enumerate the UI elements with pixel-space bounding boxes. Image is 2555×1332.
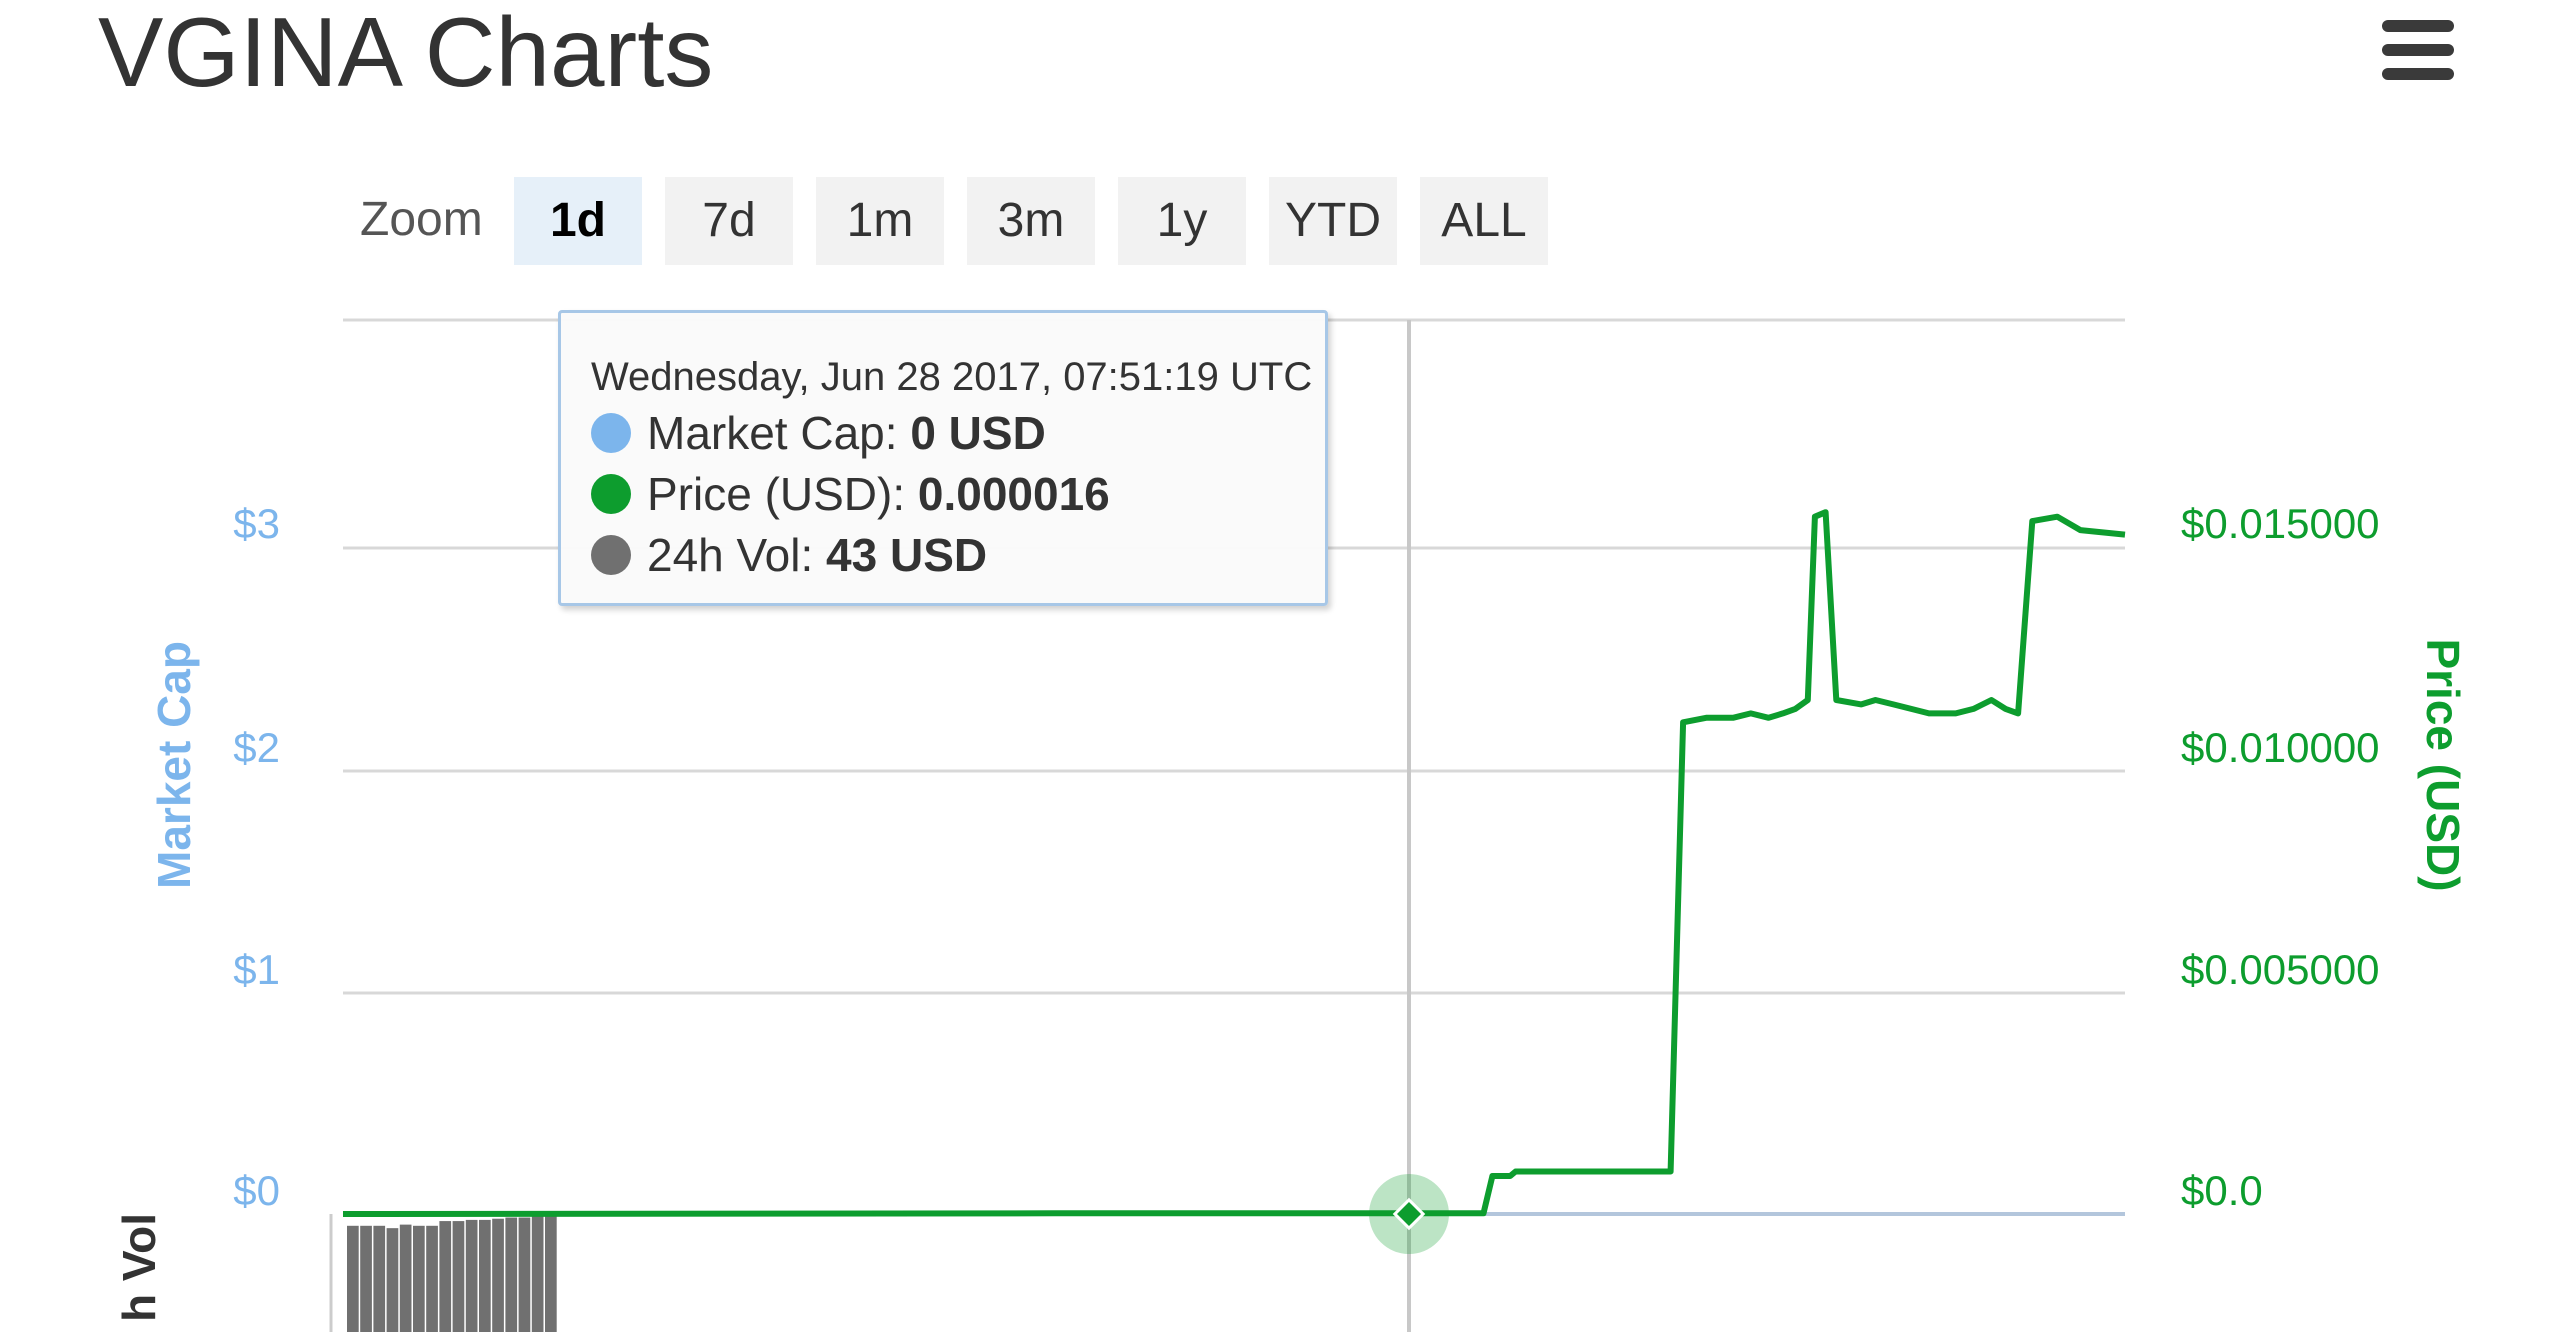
tooltip-row-price: Price (USD): 0.000016 xyxy=(591,464,1295,525)
right-tick-015: $0.015000 xyxy=(2181,500,2380,547)
volume-bars xyxy=(347,1215,557,1332)
volume-dot-icon xyxy=(591,535,631,575)
zoom-button-1d[interactable]: 1d xyxy=(514,177,642,265)
volume-bar xyxy=(545,1215,557,1332)
volume-bar xyxy=(399,1224,412,1332)
volume-bar xyxy=(518,1217,531,1332)
volume-bar xyxy=(479,1219,491,1332)
left-tick-3: $3 xyxy=(233,500,280,547)
left-tick-0: $0 xyxy=(233,1167,280,1214)
volume-bar xyxy=(452,1221,465,1332)
tooltip-label: 24h Vol: xyxy=(647,529,827,581)
market-cap-dot-icon xyxy=(591,413,631,453)
tooltip-value: 43 USD xyxy=(826,529,988,581)
volume-bar xyxy=(465,1219,478,1332)
left-axis-title: Market Cap xyxy=(148,641,200,889)
chart-tooltip: Wednesday, Jun 28 2017, 07:51:19 UTC Mar… xyxy=(558,310,1328,606)
zoom-button-all[interactable]: ALL xyxy=(1420,177,1548,265)
tooltip-label: Price (USD): xyxy=(647,468,918,520)
left-tick-1: $1 xyxy=(233,946,280,993)
tooltip-label: Market Cap: xyxy=(647,407,911,459)
zoom-label: Zoom xyxy=(360,193,483,246)
volume-bar xyxy=(373,1225,386,1332)
volume-bar xyxy=(347,1225,359,1332)
volume-bar xyxy=(386,1228,399,1332)
volume-axis-title: h Vol xyxy=(113,1213,165,1322)
tooltip-row-volume: 24h Vol: 43 USD xyxy=(591,525,1295,586)
volume-bar xyxy=(426,1225,438,1332)
left-tick-2: $2 xyxy=(233,724,280,771)
tooltip-value: 0 USD xyxy=(910,407,1046,459)
volume-bar xyxy=(492,1218,504,1332)
volume-bar xyxy=(531,1216,544,1332)
zoom-button-1y[interactable]: 1y xyxy=(1118,177,1246,265)
volume-bar xyxy=(505,1217,518,1332)
volume-bar xyxy=(439,1221,452,1332)
volume-bar xyxy=(413,1225,425,1332)
price-dot-icon xyxy=(591,474,631,514)
zoom-button-7d[interactable]: 7d xyxy=(665,177,793,265)
zoom-button-ytd[interactable]: YTD xyxy=(1269,177,1397,265)
zoom-button-1m[interactable]: 1m xyxy=(816,177,944,265)
right-axis-title: Price (USD) xyxy=(2417,638,2469,891)
price-series-line xyxy=(342,509,2126,1217)
right-tick-0: $0.0 xyxy=(2181,1167,2263,1214)
volume-bar xyxy=(360,1225,372,1332)
tooltip-value: 0.000016 xyxy=(917,468,1110,520)
hover-marker xyxy=(1392,1197,1426,1231)
tooltip-date: Wednesday, Jun 28 2017, 07:51:19 UTC xyxy=(591,355,1313,399)
zoom-button-3m[interactable]: 3m xyxy=(967,177,1095,265)
tooltip-row-market-cap: Market Cap: 0 USD xyxy=(591,403,1295,464)
hamburger-menu-icon[interactable] xyxy=(2382,20,2454,80)
right-tick-005: $0.005000 xyxy=(2181,946,2380,993)
page-title: VGINA Charts xyxy=(98,0,714,107)
right-tick-010: $0.010000 xyxy=(2181,724,2380,771)
